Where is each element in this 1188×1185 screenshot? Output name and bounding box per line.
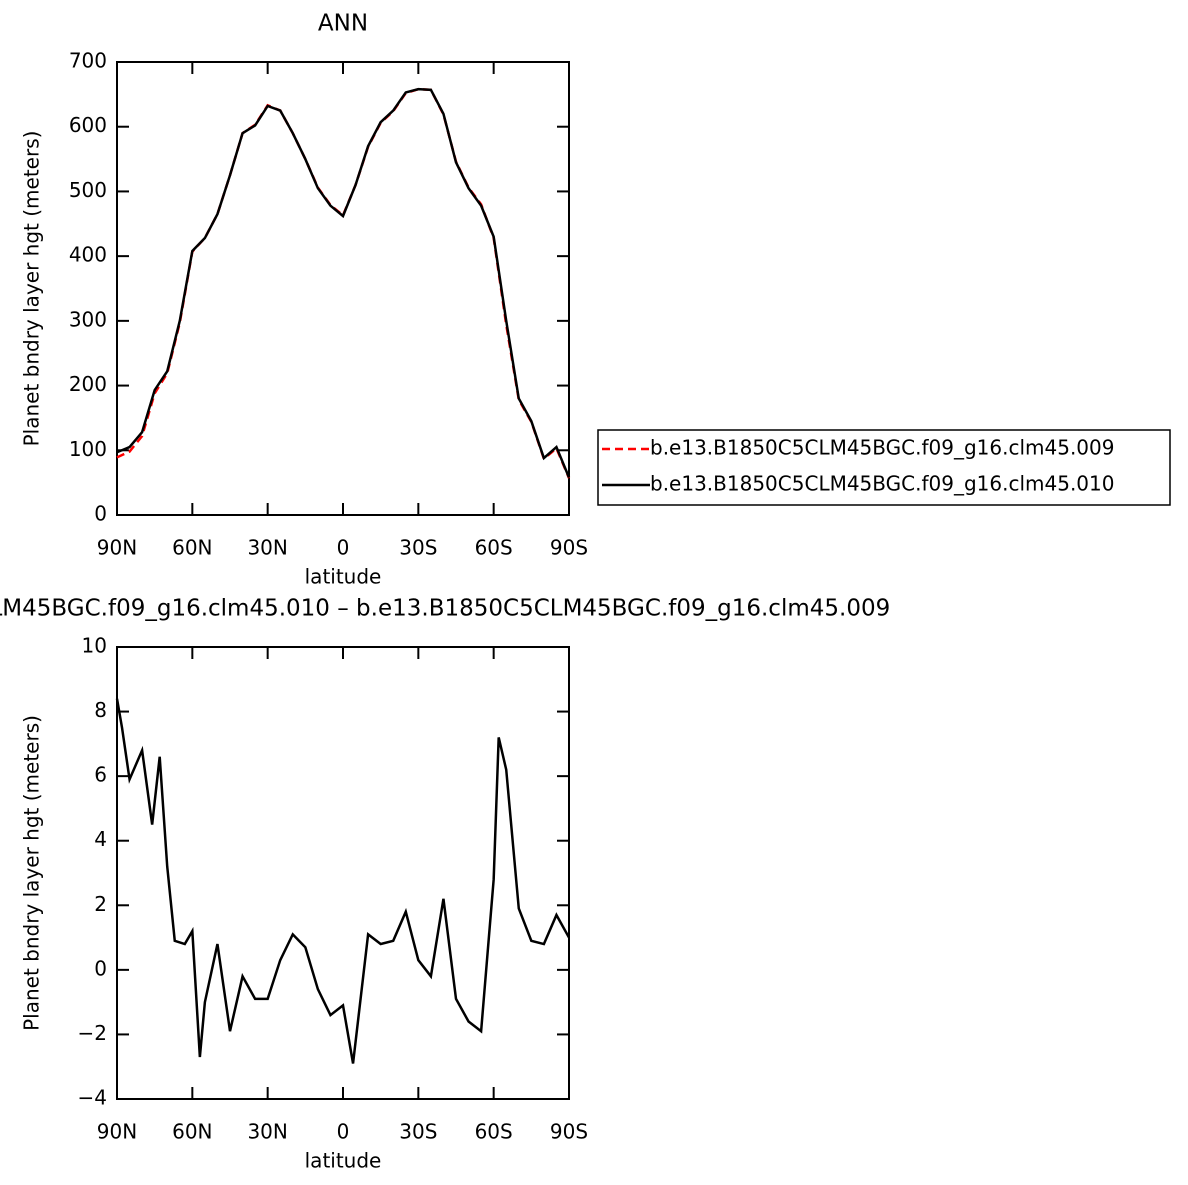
y-tick-label: 2 — [94, 892, 107, 916]
y-axis-label: Planet bndry layer hgt (meters) — [20, 131, 44, 447]
x-tick-label: 0 — [337, 1120, 350, 1144]
x-tick-label: 90N — [97, 536, 137, 560]
legend-box — [597, 429, 1171, 506]
x-tick-label: 90S — [550, 1120, 588, 1144]
x-tick-label: 90S — [550, 536, 588, 560]
y-tick-label: 100 — [69, 437, 107, 461]
y-tick-label: 0 — [94, 956, 107, 980]
x-tick-label: 30S — [399, 536, 437, 560]
y-tick-label: 10 — [82, 634, 107, 658]
x-tick-label: 30N — [247, 536, 287, 560]
y-tick-label: −4 — [78, 1086, 107, 1110]
x-tick-label: 60S — [475, 536, 513, 560]
x-tick-label: 30N — [247, 1120, 287, 1144]
y-tick-label: 8 — [94, 698, 107, 722]
x-tick-label: 60N — [172, 536, 212, 560]
y-tick-label: −2 — [78, 1021, 107, 1045]
y-tick-label: 400 — [69, 243, 107, 267]
data-line — [116, 87, 571, 478]
chart-title: ANN — [318, 11, 368, 37]
y-tick-label: 4 — [94, 827, 107, 851]
x-axis-label: latitude — [305, 1149, 382, 1173]
y-tick-label: 6 — [94, 763, 107, 787]
chart-title: b.e13.B1850C5CLM45BGC.f09_g16.clm45.010 … — [0, 596, 890, 622]
y-tick-label: 600 — [69, 113, 107, 137]
plot-frame — [116, 646, 570, 1100]
legend-label: b.e13.B1850C5CLM45BGC.f09_g16.clm45.010 — [650, 472, 1114, 496]
y-tick-label: 300 — [69, 307, 107, 331]
y-tick-label: 700 — [69, 49, 107, 73]
x-tick-label: 60N — [172, 1120, 212, 1144]
x-tick-label: 0 — [337, 536, 350, 560]
x-tick-label: 60S — [475, 1120, 513, 1144]
x-tick-label: 90N — [97, 1120, 137, 1144]
y-tick-label: 0 — [94, 502, 107, 526]
x-axis-label: latitude — [305, 565, 382, 589]
y-tick-label: 200 — [69, 372, 107, 396]
plot-frame — [116, 61, 570, 516]
y-tick-label: 500 — [69, 178, 107, 202]
y-axis-label: Planet bndry layer hgt (meters) — [20, 715, 44, 1031]
data-line — [115, 698, 571, 1064]
x-tick-label: 30S — [399, 1120, 437, 1144]
legend-label: b.e13.B1850C5CLM45BGC.f09_g16.clm45.009 — [650, 436, 1114, 460]
